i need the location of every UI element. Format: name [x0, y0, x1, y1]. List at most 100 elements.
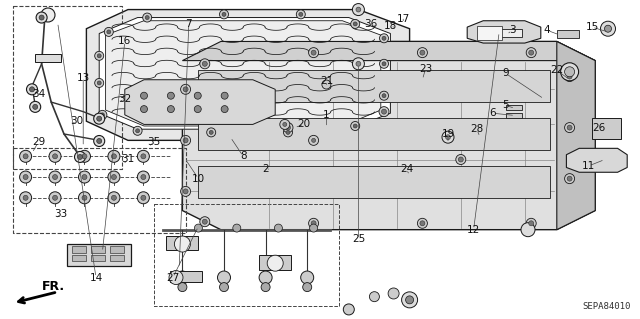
Circle shape: [100, 113, 104, 117]
Text: 31: 31: [122, 154, 134, 165]
Circle shape: [308, 48, 319, 58]
Text: 5: 5: [502, 100, 509, 110]
Bar: [35, 54, 61, 62]
Circle shape: [97, 54, 101, 58]
Bar: [91, 255, 105, 261]
Circle shape: [20, 171, 31, 183]
Circle shape: [49, 171, 61, 183]
Text: 36: 36: [365, 19, 378, 29]
Circle shape: [176, 271, 189, 284]
Circle shape: [382, 94, 386, 98]
Circle shape: [380, 91, 388, 100]
Circle shape: [564, 71, 575, 82]
Circle shape: [311, 221, 316, 226]
Text: 17: 17: [397, 14, 410, 24]
Circle shape: [402, 292, 418, 308]
Text: 9: 9: [502, 68, 509, 78]
Circle shape: [202, 219, 207, 224]
Circle shape: [280, 119, 290, 130]
Circle shape: [308, 218, 319, 228]
Text: 21: 21: [320, 76, 333, 86]
Polygon shape: [198, 70, 550, 102]
Text: 1: 1: [323, 110, 330, 120]
Circle shape: [168, 92, 174, 99]
Circle shape: [111, 174, 116, 180]
Circle shape: [356, 7, 361, 12]
Bar: [477, 26, 502, 40]
Text: 6: 6: [490, 108, 496, 118]
Text: 22: 22: [550, 65, 563, 75]
Circle shape: [343, 304, 355, 315]
Circle shape: [133, 126, 142, 135]
Circle shape: [356, 61, 361, 66]
Text: 23: 23: [419, 63, 432, 74]
Circle shape: [79, 171, 90, 183]
Circle shape: [20, 150, 31, 162]
Circle shape: [77, 154, 83, 160]
Circle shape: [259, 271, 272, 284]
Circle shape: [220, 283, 228, 292]
Circle shape: [381, 109, 387, 114]
Bar: [592, 118, 621, 139]
Circle shape: [526, 218, 536, 228]
Bar: [259, 255, 291, 270]
Text: 8: 8: [240, 151, 246, 161]
Polygon shape: [86, 10, 410, 140]
Polygon shape: [182, 41, 595, 230]
Circle shape: [97, 138, 102, 144]
Circle shape: [312, 138, 316, 142]
Circle shape: [353, 124, 357, 128]
Circle shape: [353, 58, 364, 70]
Circle shape: [111, 154, 116, 159]
Circle shape: [174, 236, 191, 252]
Circle shape: [301, 271, 314, 284]
Circle shape: [145, 16, 149, 19]
Circle shape: [567, 74, 572, 79]
Circle shape: [311, 50, 316, 55]
Circle shape: [52, 174, 58, 180]
Circle shape: [353, 4, 364, 16]
Text: 29: 29: [32, 137, 45, 147]
Circle shape: [138, 150, 149, 162]
Polygon shape: [198, 118, 550, 150]
Circle shape: [353, 22, 357, 26]
Circle shape: [79, 150, 90, 162]
Circle shape: [200, 217, 210, 227]
Circle shape: [180, 135, 191, 145]
Circle shape: [200, 59, 210, 69]
Circle shape: [521, 223, 535, 237]
Text: 32: 32: [118, 94, 131, 104]
Circle shape: [195, 106, 201, 113]
Text: FR.: FR.: [42, 280, 65, 293]
Circle shape: [26, 84, 38, 95]
Circle shape: [275, 224, 282, 232]
Circle shape: [180, 84, 191, 94]
Circle shape: [296, 10, 305, 19]
Text: 24: 24: [400, 164, 413, 174]
Circle shape: [564, 67, 575, 77]
Text: 20: 20: [298, 119, 310, 130]
Text: 27: 27: [166, 272, 179, 283]
Circle shape: [417, 48, 428, 58]
Polygon shape: [99, 18, 390, 129]
Circle shape: [221, 92, 228, 99]
Text: 16: 16: [118, 36, 131, 47]
Circle shape: [107, 30, 111, 34]
Circle shape: [178, 283, 187, 292]
Text: 25: 25: [352, 234, 365, 244]
Circle shape: [143, 13, 152, 22]
Circle shape: [303, 283, 312, 292]
Circle shape: [108, 192, 120, 204]
Text: 10: 10: [192, 174, 205, 184]
Circle shape: [458, 157, 463, 162]
Circle shape: [351, 122, 360, 130]
Circle shape: [95, 51, 104, 60]
Circle shape: [209, 130, 213, 134]
Circle shape: [222, 12, 226, 16]
Bar: [557, 30, 579, 38]
Circle shape: [79, 192, 90, 204]
Text: SEPA84010: SEPA84010: [582, 302, 630, 311]
Polygon shape: [106, 21, 381, 126]
Circle shape: [136, 129, 140, 133]
Circle shape: [380, 59, 388, 68]
